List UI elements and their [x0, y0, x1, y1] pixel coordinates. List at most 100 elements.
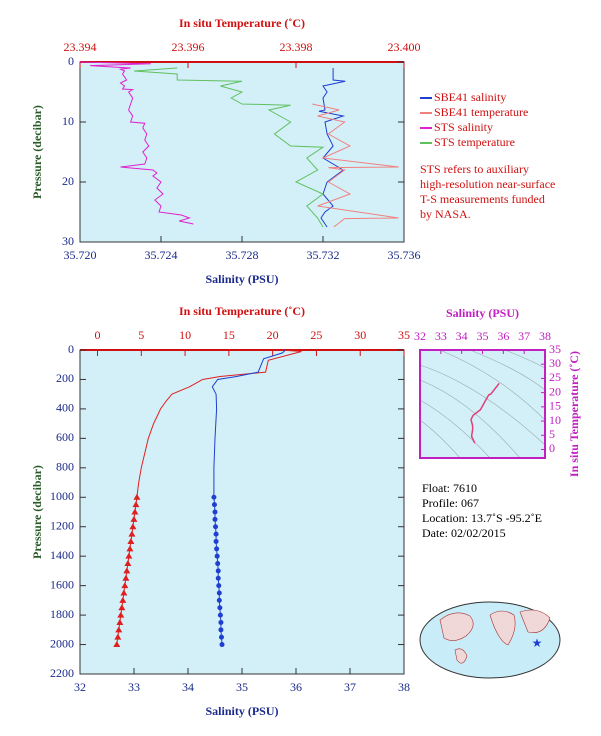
circle-marker	[218, 634, 224, 640]
y-tick-label: 20	[549, 384, 561, 398]
circle-marker	[213, 524, 219, 530]
circle-marker	[213, 538, 219, 544]
float-info: Location: 13.7˚S -95.2˚E	[422, 511, 542, 525]
circle-marker	[213, 531, 219, 537]
y-tick-label: 2000	[50, 636, 74, 650]
triangle-marker	[123, 567, 131, 574]
x-tick-label: 35.724	[145, 248, 178, 262]
profile-line	[136, 349, 302, 498]
triangle-marker	[117, 611, 125, 618]
x-axis-title: Salinity (PSU)	[205, 704, 278, 718]
ts-line	[470, 382, 500, 444]
profile-line	[318, 68, 346, 228]
triangle-marker	[120, 589, 128, 596]
profile-line	[79, 61, 194, 225]
legend-label: STS salinity	[434, 120, 493, 134]
svg-text:★: ★	[532, 636, 543, 650]
note: T-S measurements funded	[420, 192, 545, 206]
x2-tick-label: 23.398	[280, 40, 313, 54]
y-tick-label: 0	[549, 441, 555, 455]
note: STS refers to auxiliary	[420, 162, 529, 176]
y-tick-label: 0	[68, 342, 74, 356]
circle-marker	[215, 561, 221, 567]
x-tick-label: 35.720	[64, 248, 97, 262]
float-info: Profile: 067	[422, 496, 479, 510]
x2-tick-label: 23.400	[388, 40, 421, 54]
x2-axis-title: In situ Temperature (˚C)	[179, 16, 305, 30]
triangle-marker	[113, 641, 121, 648]
triangle-marker	[121, 582, 129, 589]
x2-tick-label: 23.396	[172, 40, 205, 54]
triangle-marker	[122, 574, 130, 581]
triangle-marker	[116, 618, 124, 625]
y-tick-label: 5	[549, 427, 555, 441]
y-tick-label: 2200	[50, 666, 74, 680]
x2-axis-title: In situ Temperature (˚C)	[179, 304, 305, 318]
x-tick-label: 35.736	[388, 248, 421, 262]
x-tick-label: 35	[236, 680, 248, 694]
y-tick-label: 10	[62, 114, 74, 128]
circle-marker	[215, 575, 221, 581]
x-axis-title: Salinity (PSU)	[446, 306, 519, 320]
y-tick-label: 30	[62, 234, 74, 248]
triangle-marker	[133, 493, 141, 500]
plot-bg	[80, 350, 404, 674]
circle-marker	[211, 502, 217, 508]
legend-label: SBE41 temperature	[434, 105, 528, 119]
x-tick-label: 37	[344, 680, 356, 694]
triangle-marker	[118, 604, 126, 611]
x2-tick-label: 35	[398, 328, 410, 342]
float-info: Float: 7610	[422, 481, 477, 495]
x-tick-label: 35.728	[226, 248, 259, 262]
y-tick-label: 25	[549, 370, 561, 384]
y-axis-title: In situ Temperature (˚C)	[567, 351, 581, 477]
triangle-marker	[127, 537, 135, 544]
triangle-marker	[115, 626, 123, 633]
x-tick-label: 35	[477, 329, 489, 343]
profile-line	[312, 103, 399, 228]
x-tick-label: 32	[74, 680, 86, 694]
y-tick-label: 600	[56, 430, 74, 444]
circle-marker	[211, 494, 217, 500]
float-info: Date: 02/02/2015	[422, 526, 506, 540]
circle-marker	[216, 583, 222, 589]
x2-tick-label: 5	[138, 328, 144, 342]
x-tick-label: 38	[539, 329, 551, 343]
x2-tick-label: 10	[179, 328, 191, 342]
circle-marker	[215, 568, 221, 574]
y-axis-title: Pressure (decibar)	[30, 105, 44, 199]
y-tick-label: 0	[68, 54, 74, 68]
note: by NASA.	[420, 207, 471, 221]
circle-marker	[218, 627, 224, 633]
triangle-marker	[125, 552, 133, 559]
x-tick-label: 36	[497, 329, 509, 343]
inset-bg	[420, 350, 545, 458]
triangle-marker	[114, 633, 122, 640]
y-tick-label: 1600	[50, 577, 74, 591]
x2-tick-label: 0	[95, 328, 101, 342]
circle-marker	[214, 553, 220, 559]
legend-label: STS temperature	[434, 135, 515, 149]
note: high-resolution near-surface	[420, 177, 555, 191]
x2-tick-label: 23.394	[64, 40, 97, 54]
density-contours	[419, 349, 546, 459]
circle-marker	[212, 509, 218, 515]
profile-line	[211, 349, 286, 498]
y-tick-label: 1800	[50, 607, 74, 621]
circle-marker	[217, 605, 223, 611]
profile-line	[133, 67, 325, 228]
x2-tick-label: 30	[354, 328, 366, 342]
x-tick-label: 37	[518, 329, 530, 343]
legend-label: SBE41 salinity	[434, 90, 506, 104]
x2-tick-label: 25	[310, 328, 322, 342]
y-tick-label: 15	[549, 399, 561, 413]
y-tick-label: 1000	[50, 489, 74, 503]
triangle-marker	[132, 501, 140, 508]
circle-marker	[214, 546, 220, 552]
y-tick-label: 30	[549, 356, 561, 370]
x-tick-label: 34	[456, 329, 468, 343]
circle-marker	[218, 619, 224, 625]
x-tick-label: 33	[128, 680, 140, 694]
x-tick-label: 34	[182, 680, 194, 694]
